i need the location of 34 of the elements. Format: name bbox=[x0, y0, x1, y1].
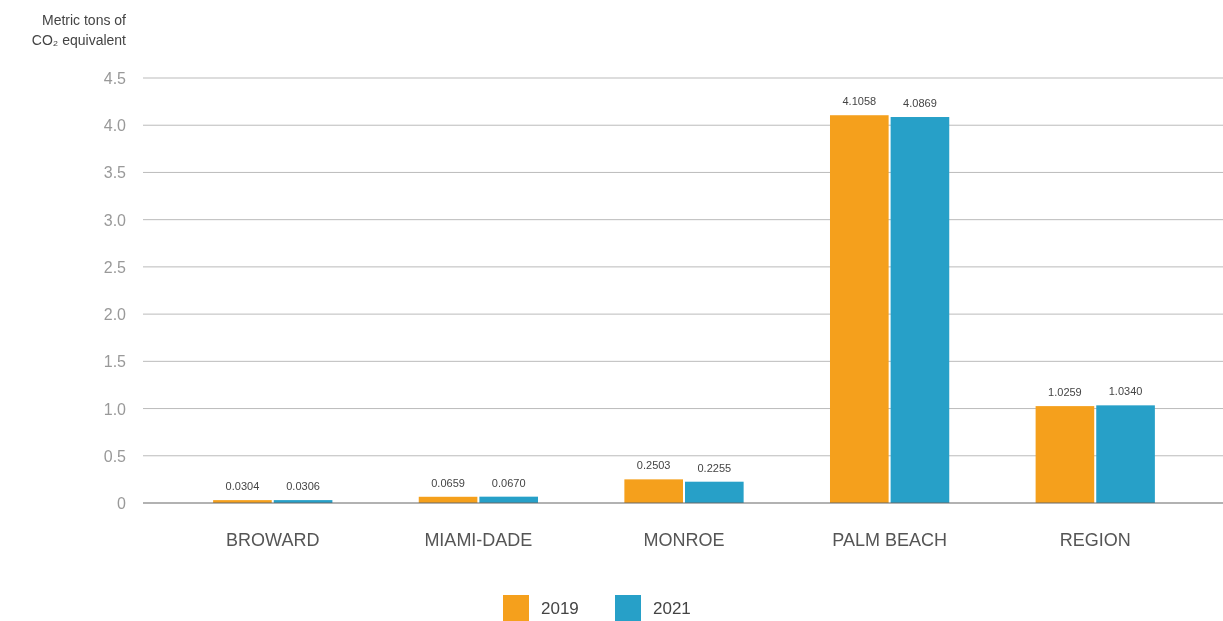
bar bbox=[1096, 405, 1155, 503]
y-tick-label: 2.0 bbox=[103, 306, 127, 324]
bar bbox=[1035, 406, 1095, 503]
data-label: 0.0670 bbox=[491, 476, 526, 489]
bar bbox=[624, 479, 683, 503]
y-tick-label: 2.5 bbox=[103, 258, 127, 276]
y-tick-label: 3.5 bbox=[103, 164, 127, 182]
x-tick-label: MIAMI-DADE bbox=[424, 530, 533, 550]
y-tick-label: 3.0 bbox=[103, 211, 127, 229]
y-tick-label: 1.0 bbox=[103, 400, 127, 418]
data-label: 1.0259 bbox=[1048, 386, 1082, 399]
data-label: 1.0340 bbox=[1108, 385, 1143, 398]
data-label: 0.0306 bbox=[286, 480, 320, 493]
y-tick-label: 0 bbox=[117, 495, 127, 512]
data-label: 0.2503 bbox=[636, 459, 671, 472]
legend-label: 2019 bbox=[541, 599, 579, 618]
y-tick-label: 0.5 bbox=[103, 447, 127, 465]
x-tick-label: PALM BEACH bbox=[832, 530, 947, 550]
y-tick-label: 4.0 bbox=[103, 117, 127, 135]
data-label: 0.0659 bbox=[431, 476, 465, 489]
x-tick-label: REGION bbox=[1059, 530, 1131, 550]
bar bbox=[685, 481, 744, 503]
y-tick-label: 4.5 bbox=[103, 70, 127, 87]
data-label: 0.2255 bbox=[697, 461, 732, 474]
x-tick-label: MONROE bbox=[643, 530, 725, 550]
legend-label: 2021 bbox=[653, 599, 691, 618]
bar bbox=[890, 117, 950, 503]
bar bbox=[829, 115, 889, 503]
data-label: 4.0869 bbox=[903, 97, 937, 110]
data-label: 0.0304 bbox=[225, 480, 260, 493]
data-label: 4.1058 bbox=[842, 95, 877, 108]
x-tick-label: BROWARD bbox=[226, 530, 320, 550]
y-axis-title: Metric tons of CO₂ equivalent bbox=[31, 12, 127, 48]
y-tick-label: 1.5 bbox=[103, 353, 127, 371]
